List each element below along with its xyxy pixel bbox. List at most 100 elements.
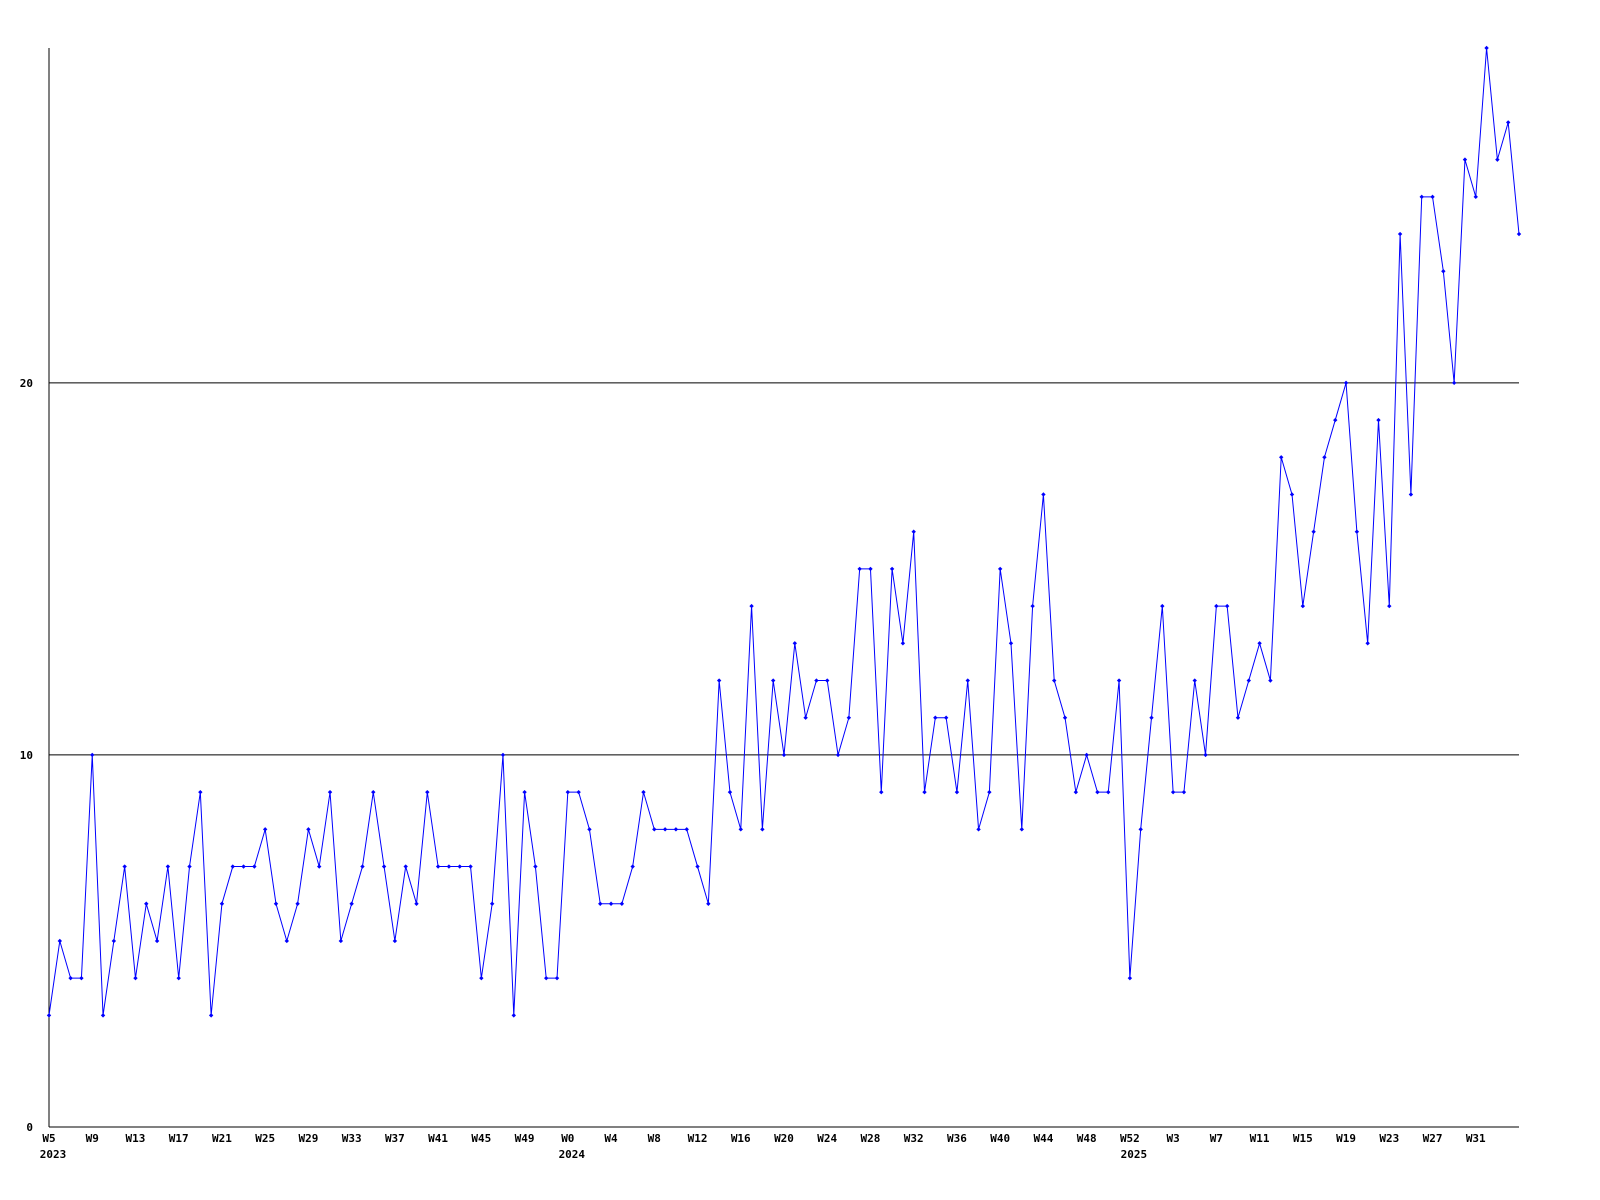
data-point bbox=[317, 864, 322, 869]
x-tick-label: W28 bbox=[861, 1132, 881, 1145]
data-point bbox=[835, 752, 841, 758]
data-point bbox=[1008, 641, 1014, 646]
x-tick-label: W52 bbox=[1120, 1132, 1140, 1145]
data-point bbox=[889, 566, 895, 572]
data-point bbox=[673, 827, 679, 832]
data-point bbox=[1224, 603, 1230, 609]
data-point bbox=[587, 827, 592, 832]
x-tick-label: W32 bbox=[904, 1132, 924, 1145]
x-tick-label: W41 bbox=[428, 1132, 448, 1145]
data-point bbox=[814, 678, 819, 683]
x-tick-label: W37 bbox=[385, 1132, 405, 1145]
data-point bbox=[1084, 752, 1089, 758]
data-point bbox=[241, 864, 246, 869]
data-point bbox=[1279, 455, 1284, 460]
x-tick-label: W48 bbox=[1077, 1132, 1097, 1145]
data-line bbox=[48, 47, 1520, 1016]
data-point bbox=[1268, 678, 1273, 683]
data-point bbox=[1235, 715, 1241, 720]
x-tick-label: W9 bbox=[86, 1132, 99, 1145]
data-point bbox=[1127, 975, 1133, 981]
data-point bbox=[1116, 678, 1122, 683]
data-point bbox=[230, 864, 235, 869]
x-tick-label: W24 bbox=[817, 1132, 837, 1145]
data-point bbox=[111, 938, 117, 944]
data-point bbox=[1019, 827, 1024, 832]
data-point bbox=[1170, 789, 1176, 795]
x-tick-label: W0 bbox=[561, 1132, 574, 1145]
data-point bbox=[1095, 789, 1100, 795]
x-tick-label: W44 bbox=[1033, 1132, 1053, 1145]
data-point bbox=[987, 789, 992, 795]
x-tick-label: W7 bbox=[1210, 1132, 1223, 1145]
data-point bbox=[100, 1013, 106, 1018]
data-point bbox=[1397, 231, 1403, 237]
data-point bbox=[544, 975, 549, 981]
data-point bbox=[154, 938, 160, 944]
data-point bbox=[68, 975, 73, 981]
data-point bbox=[414, 901, 419, 906]
data-point bbox=[630, 864, 635, 869]
data-point bbox=[1214, 603, 1219, 609]
data-point bbox=[1419, 194, 1424, 200]
data-point bbox=[554, 975, 560, 981]
x-tick-label: W4 bbox=[604, 1132, 618, 1145]
x-tick-label: W13 bbox=[126, 1132, 146, 1145]
data-point bbox=[792, 641, 798, 646]
data-point bbox=[695, 864, 700, 869]
year-label: 2024 bbox=[559, 1148, 586, 1161]
x-tick-label: W15 bbox=[1293, 1132, 1313, 1145]
x-tick-label: W29 bbox=[298, 1132, 318, 1145]
x-tick-label: W17 bbox=[169, 1132, 189, 1145]
data-point bbox=[133, 975, 138, 981]
x-tick-label: W20 bbox=[774, 1132, 794, 1145]
data-point bbox=[598, 901, 603, 906]
x-tick-label: W16 bbox=[731, 1132, 751, 1145]
data-point bbox=[273, 901, 279, 906]
data-point bbox=[879, 789, 884, 795]
data-point bbox=[511, 1013, 516, 1018]
data-point bbox=[1246, 678, 1251, 683]
data-point bbox=[122, 864, 127, 869]
data-point bbox=[360, 864, 365, 869]
data-point bbox=[1041, 492, 1046, 497]
data-point bbox=[738, 827, 743, 832]
data-point bbox=[749, 603, 754, 609]
data-point bbox=[770, 678, 776, 683]
data-point bbox=[1300, 603, 1306, 609]
x-tick-label: W3 bbox=[1166, 1132, 1179, 1145]
data-point bbox=[1322, 455, 1327, 460]
data-point bbox=[338, 938, 344, 944]
data-point bbox=[1289, 492, 1295, 497]
data-point bbox=[954, 789, 960, 795]
data-point bbox=[1505, 120, 1511, 125]
data-point bbox=[922, 789, 927, 795]
data-point bbox=[479, 975, 484, 981]
data-point bbox=[900, 641, 906, 646]
data-point bbox=[1192, 678, 1197, 683]
data-point bbox=[381, 864, 387, 869]
data-point bbox=[857, 566, 862, 572]
data-point bbox=[1203, 752, 1208, 758]
data-point bbox=[165, 864, 171, 869]
data-point bbox=[1451, 380, 1457, 386]
data-point bbox=[327, 789, 333, 795]
x-tick-label: W27 bbox=[1423, 1132, 1443, 1145]
x-tick-label: W5 bbox=[42, 1132, 55, 1145]
data-point bbox=[1052, 678, 1057, 683]
data-point bbox=[349, 901, 354, 906]
data-point bbox=[262, 827, 268, 832]
data-point bbox=[208, 1013, 214, 1018]
data-point bbox=[392, 938, 398, 944]
data-point bbox=[976, 827, 981, 832]
data-point bbox=[933, 715, 938, 720]
data-point bbox=[1062, 715, 1068, 720]
data-point bbox=[489, 901, 495, 906]
x-tick-label: W21 bbox=[212, 1132, 232, 1145]
data-point bbox=[187, 864, 192, 869]
data-point bbox=[1387, 603, 1392, 609]
x-tick-label: W33 bbox=[342, 1132, 362, 1145]
x-tick-label: W25 bbox=[255, 1132, 275, 1145]
x-tick-label: W31 bbox=[1466, 1132, 1486, 1145]
